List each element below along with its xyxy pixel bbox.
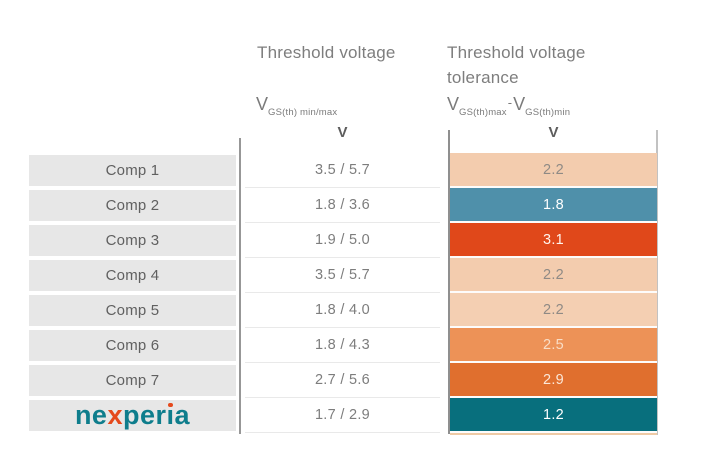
tolerance-cell: 2.9 [450, 363, 657, 398]
threshold-range-cell: 1.8 / 3.6 [245, 188, 440, 223]
tolerance-cell: 2.2 [450, 293, 657, 328]
component-name-cell: Comp 7 [29, 365, 236, 396]
tolerance-column-bottom-border [450, 433, 657, 435]
tolerance-cell: 2.2 [450, 153, 657, 188]
threshold-range-cell: 3.5 / 5.7 [245, 258, 440, 293]
formula-subscript: GS(th)min [525, 107, 571, 118]
threshold-range-cell: 1.8 / 4.3 [245, 328, 440, 363]
table-row: Comp 1 3.5 / 5.7 2.2 [29, 153, 657, 188]
tolerance-cell: 2.2 [450, 258, 657, 293]
threshold-range-cell: 1.9 / 5.0 [245, 223, 440, 258]
component-name-cell: nexperı a [29, 400, 236, 431]
col1-unit: V [337, 124, 348, 141]
divider-left [239, 138, 241, 434]
col1-formula: VGS(th) min/max [256, 94, 338, 118]
table-row: Comp 7 2.7 / 5.6 2.9 [29, 363, 657, 398]
threshold-range-cell: 3.5 / 5.7 [245, 153, 440, 188]
table-row: Comp 5 1.8 / 4.0 2.2 [29, 293, 657, 328]
tolerance-cell: 3.1 [450, 223, 657, 258]
logo-text: ne [74, 400, 108, 430]
col2-title: Threshold voltage tolerance [447, 43, 586, 87]
component-name-cell: Comp 3 [29, 225, 236, 256]
threshold-range-cell: 2.7 / 5.6 [245, 363, 440, 398]
col2-unit: V [548, 124, 559, 141]
logo-i-dot [168, 402, 173, 407]
col1-title: Threshold voltage [257, 43, 396, 62]
tolerance-cell: 1.8 [450, 188, 657, 223]
threshold-range-cell: 1.7 / 2.9 [245, 398, 440, 433]
table-row: Comp 3 1.9 / 5.0 3.1 [29, 223, 657, 258]
threshold-range-cell: 1.8 / 4.0 [245, 293, 440, 328]
table-row: Comp 4 3.5 / 5.7 2.2 [29, 258, 657, 293]
component-name-cell: Comp 5 [29, 295, 236, 326]
table-body: Comp 1 3.5 / 5.7 2.2 Comp 2 1.8 / 3.6 1.… [29, 153, 657, 433]
nexperia-logo: nexperı a [75, 402, 190, 429]
logo-x: x [107, 400, 123, 430]
logo-text: per [122, 400, 167, 430]
tolerance-cell: 1.2 [450, 398, 657, 433]
divider-middle [448, 130, 450, 434]
table-row: Comp 2 1.8 / 3.6 1.8 [29, 188, 657, 223]
tolerance-cell: 2.5 [450, 328, 657, 363]
col2-formula: VGS(th)max-VGS(th)min [447, 94, 571, 118]
formula-symbol: V [256, 94, 269, 114]
logo-i-stem: ı [166, 400, 175, 430]
formula-symbol: V [447, 94, 460, 114]
logo-text: a [174, 400, 191, 430]
table-row: nexperı a 1.7 / 2.9 1.2 [29, 398, 657, 433]
formula-minus: - [507, 95, 513, 110]
formula-subscript: GS(th)max [459, 107, 507, 118]
logo-i: ı [167, 402, 175, 429]
component-name-cell: Comp 2 [29, 190, 236, 221]
component-name-cell: Comp 1 [29, 155, 236, 186]
component-name-cell: Comp 6 [29, 330, 236, 361]
component-name-cell: Comp 4 [29, 260, 236, 291]
table-row: Comp 6 1.8 / 4.3 2.5 [29, 328, 657, 363]
formula-subscript: GS(th) min/max [268, 107, 338, 118]
formula-symbol: V [513, 94, 526, 114]
